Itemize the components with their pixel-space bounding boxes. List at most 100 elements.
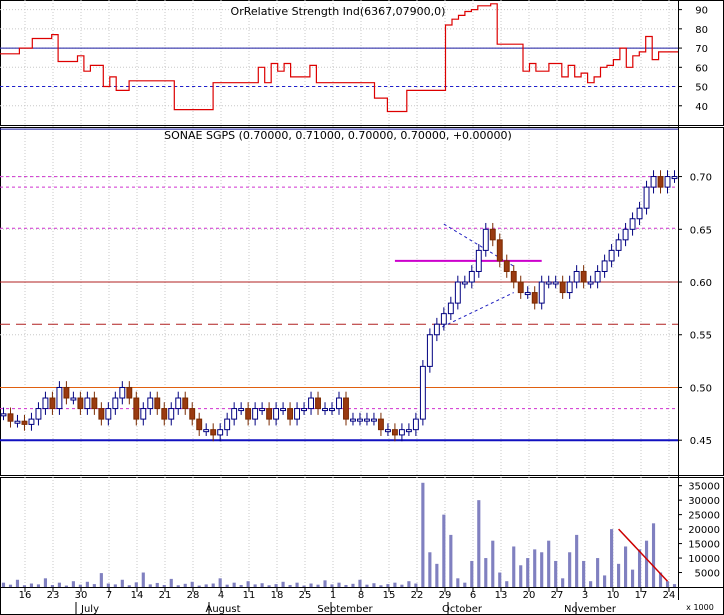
- date-tick-label: 7: [106, 590, 112, 601]
- candle-body: [489, 228, 496, 241]
- volume-bar: [637, 549, 642, 587]
- volume-bar: [442, 514, 446, 587]
- volume-tick-label: 20000: [688, 525, 720, 536]
- volume-bar: [141, 572, 145, 587]
- volume-bar: [155, 582, 159, 587]
- candle-body: [615, 239, 622, 251]
- volume-bar: [575, 534, 579, 587]
- candle-body: [329, 408, 335, 412]
- volume-bar: [232, 582, 236, 587]
- volume-bar: [526, 558, 530, 587]
- rsi-title: OrRelative Strength Ind(6367,07900,0): [231, 5, 446, 18]
- volume-bar: [568, 552, 572, 587]
- rsi-tick-label: 40: [695, 102, 708, 113]
- volume-bar: [407, 581, 411, 587]
- volume-bar: [372, 583, 376, 587]
- volume-bar: [176, 585, 180, 587]
- candle-body: [671, 176, 678, 180]
- candle-body: [580, 270, 587, 283]
- volume-bar: [260, 583, 264, 587]
- candle-body: [636, 207, 643, 220]
- volume-bar: [309, 583, 313, 587]
- candle-body: [203, 429, 210, 433]
- volume-bar: [658, 572, 663, 587]
- volume-bar: [29, 583, 34, 587]
- volume-bar: [617, 563, 621, 587]
- candle-body: [601, 260, 608, 272]
- volume-bar: [316, 584, 320, 587]
- volume-bar: [239, 584, 243, 587]
- date-tick-label: 18: [271, 590, 284, 601]
- volume-bar: [183, 583, 187, 587]
- volume-tick-label: 25000: [688, 511, 720, 522]
- date-tick-label: 11: [243, 590, 256, 601]
- volume-bar: [134, 582, 138, 587]
- candle-body: [496, 239, 503, 262]
- date-tick-label: 25: [299, 590, 312, 601]
- candle-body: [301, 408, 307, 412]
- candle-body: [70, 397, 77, 401]
- date-tick-label: 28: [187, 590, 200, 601]
- candle-body: [357, 418, 363, 422]
- price-tick-label: 0.55: [690, 331, 712, 342]
- volume-bar: [554, 560, 558, 587]
- volume-bar: [50, 584, 54, 587]
- volume-bar: [253, 584, 257, 587]
- volume-bar: [162, 584, 166, 587]
- candle-body: [364, 418, 370, 422]
- price-tick-label: 0.45: [690, 436, 712, 447]
- rsi-tick-label: 50: [695, 83, 708, 94]
- month-label: September: [317, 604, 373, 615]
- date-tick-label: 13: [495, 590, 508, 601]
- candle-body: [273, 408, 280, 420]
- candle-body: [343, 397, 349, 420]
- price-tick-label: 0.50: [690, 383, 712, 394]
- candle-body: [350, 418, 356, 422]
- candle-body: [84, 397, 91, 410]
- price-title: SONAE SGPS (0.70000, 0.71000, 0.70000, 0…: [164, 129, 512, 142]
- volume-bar: [519, 565, 523, 587]
- volume-bar: [274, 584, 278, 587]
- volume-bar: [302, 585, 306, 587]
- volume-bar: [540, 552, 544, 587]
- candle-body: [657, 176, 664, 188]
- date-tick-label: 10: [607, 590, 620, 601]
- date-tick-label: 14: [131, 590, 144, 601]
- candle-body: [384, 429, 391, 433]
- volume-bar: [365, 584, 369, 587]
- candle-body: [42, 397, 49, 410]
- candle-body: [0, 413, 7, 417]
- candle-body: [126, 386, 133, 399]
- candle-body: [545, 281, 552, 285]
- volume-bar: [665, 581, 670, 587]
- candle-body: [643, 186, 650, 209]
- volume-bar: [92, 584, 96, 587]
- volume-bar: [281, 581, 285, 587]
- volume-bar: [8, 584, 13, 587]
- volume-bar: [1, 582, 6, 587]
- date-tick-label: 23: [47, 590, 60, 601]
- rsi-tick-label: 60: [695, 63, 708, 74]
- candle-body: [21, 420, 28, 425]
- candle-body: [664, 176, 671, 188]
- candle-body: [461, 281, 468, 285]
- volume-bar: [190, 581, 194, 587]
- month-label: August: [206, 604, 241, 615]
- volume-unit-label: x 1000: [686, 603, 714, 612]
- volume-tick-label: 35000: [688, 482, 720, 493]
- volume-bar: [127, 585, 131, 587]
- candle-body: [608, 249, 615, 262]
- candle-body: [336, 397, 342, 410]
- volume-tick-label: 10000: [688, 554, 720, 565]
- volume-bar: [428, 552, 432, 587]
- candle-body: [28, 418, 35, 425]
- candle-body: [161, 408, 168, 420]
- volume-bar: [148, 584, 152, 587]
- candle-body: [217, 429, 224, 436]
- volume-tick-label: 15000: [688, 540, 720, 551]
- volume-bar: [36, 584, 41, 587]
- candle-body: [196, 418, 203, 431]
- candle-body: [412, 418, 419, 431]
- volume-bar: [672, 584, 677, 587]
